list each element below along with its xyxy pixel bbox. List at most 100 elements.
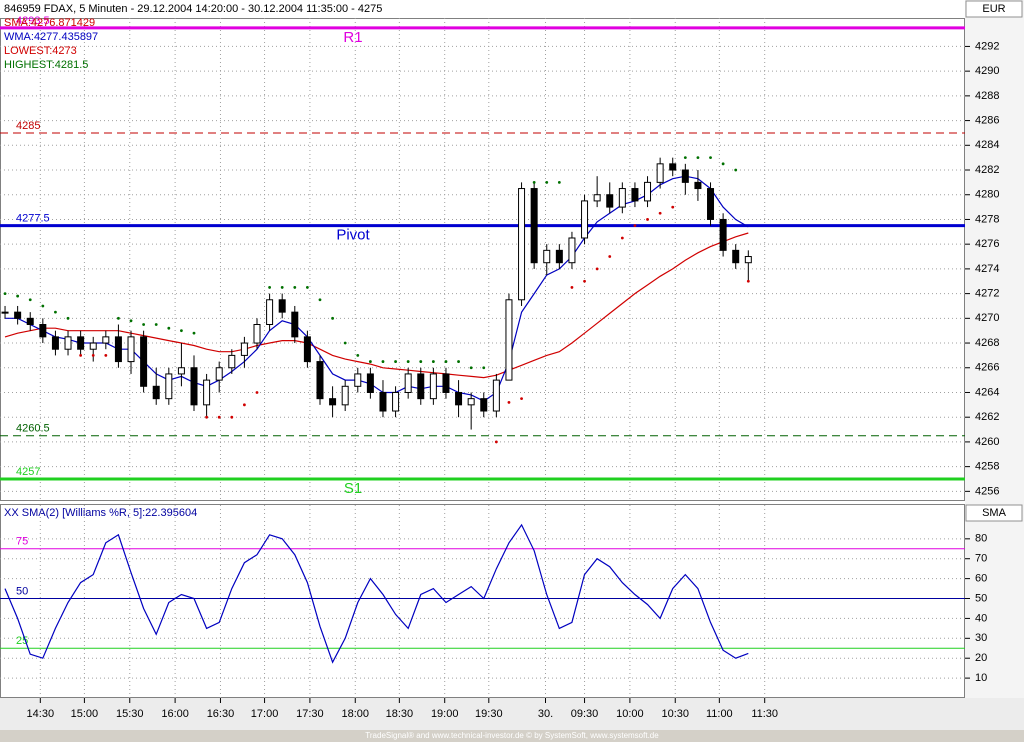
candle-body [429, 373, 437, 400]
x-tick-label: 14:30 [27, 708, 55, 720]
sar-dot [154, 323, 158, 326]
candle-body [392, 391, 400, 412]
sar-dot [671, 205, 675, 209]
sar-dot [117, 316, 120, 320]
sar-dot [683, 156, 687, 160]
sar-dot [104, 354, 108, 357]
candle-body [442, 373, 450, 393]
axis-strip [965, 0, 1024, 698]
sar-dot [268, 286, 271, 289]
sar-dot [356, 354, 360, 357]
x-tick-label: 19:30 [475, 708, 503, 720]
level-value: 25 [16, 635, 28, 647]
x-tick-label: 11:00 [706, 708, 733, 720]
candle-body [505, 299, 513, 381]
footer: TradeSignal® and www.technical-investor.… [365, 731, 659, 740]
candle-body [165, 373, 173, 400]
candle-body [341, 385, 349, 406]
candle-body [39, 324, 47, 338]
osc-title: XX SMA(2) [Williams %R, 5]:22.395604 [4, 507, 197, 519]
x-tick-label: 09:30 [571, 708, 599, 720]
candle-body [581, 200, 589, 239]
sar-dot [255, 391, 259, 394]
sar-dot [583, 279, 586, 283]
candle-body [366, 373, 374, 393]
y-tick-label: 20 [975, 652, 987, 664]
sar-dot [192, 331, 196, 335]
candle-body [77, 336, 85, 350]
sar-dot [469, 366, 473, 370]
candle-body [644, 181, 652, 202]
candle-body [89, 342, 97, 350]
level-value: 50 [16, 585, 28, 597]
sar-dot [696, 156, 700, 160]
y-tick-label: 4262 [975, 411, 999, 423]
y-tick-label: 10 [975, 672, 987, 684]
sar-dot [129, 319, 133, 323]
sar-dot [217, 415, 221, 419]
y-tick-label: 4276 [975, 238, 999, 250]
price-unit: EUR [982, 3, 1005, 15]
candle-body [555, 249, 563, 264]
candle-body [291, 311, 299, 338]
data-line [4, 523, 749, 664]
candle-body [656, 163, 664, 183]
sar-dot [557, 180, 561, 184]
sar-dot [41, 304, 45, 308]
sar-dot [646, 218, 649, 221]
sar-dot [431, 360, 435, 363]
sar-dot [658, 211, 662, 215]
y-tick-label: 4270 [975, 312, 999, 324]
y-tick-label: 4272 [975, 288, 999, 300]
sar-dot [293, 286, 297, 289]
candle-body [26, 317, 34, 326]
candle-body [140, 336, 148, 387]
legend-entry: LOWEST:4273 [4, 45, 77, 57]
chart-title: 846959 FDAX, 5 Minuten - 29.12.2004 14:2… [4, 3, 382, 15]
sar-dot [79, 354, 83, 357]
sar-dot [507, 400, 511, 404]
candle-body [152, 385, 160, 400]
sar-dot [494, 440, 498, 444]
candle-body [215, 367, 223, 381]
y-tick-label: 30 [975, 632, 987, 644]
candle-body [64, 336, 72, 350]
level-name: R1 [343, 29, 362, 46]
candle-body [719, 218, 727, 251]
unit-box [965, 504, 1023, 522]
candle-body [492, 379, 500, 412]
sar-dot [746, 279, 750, 283]
sar-dot [570, 286, 574, 289]
candle-body [694, 181, 702, 190]
candle-body [404, 373, 412, 393]
sar-dot [394, 360, 397, 363]
legend-entry: HIGHEST:4281.5 [4, 59, 88, 71]
sar-dot [545, 180, 549, 184]
sar-dot [280, 286, 284, 289]
y-tick-label: 4266 [975, 362, 999, 374]
x-tick-label: 19:00 [431, 708, 459, 720]
candle-body [379, 391, 387, 412]
candle-body [51, 336, 59, 350]
candle-body [744, 256, 752, 264]
candle-body [732, 249, 740, 264]
y-tick-label: 4286 [975, 114, 999, 126]
sar-dot [167, 326, 171, 330]
x-tick-label: 15:30 [116, 708, 144, 720]
candle-body [631, 188, 639, 202]
y-tick-label: 4258 [975, 461, 999, 473]
x-tick-label: 15:00 [71, 708, 99, 720]
sar-dot [28, 298, 32, 302]
sar-dot [242, 403, 246, 407]
y-tick-label: 40 [975, 612, 987, 624]
candle-body [177, 367, 185, 375]
y-tick-label: 70 [975, 553, 987, 565]
level-value: 4260.5 [16, 423, 50, 435]
level-value: 4277.5 [16, 213, 50, 225]
y-tick-label: 4278 [975, 213, 999, 225]
unit-box [965, 0, 1023, 18]
sar-dot [633, 224, 637, 228]
level-value: 4285 [16, 120, 40, 132]
sar-dot [457, 360, 460, 363]
